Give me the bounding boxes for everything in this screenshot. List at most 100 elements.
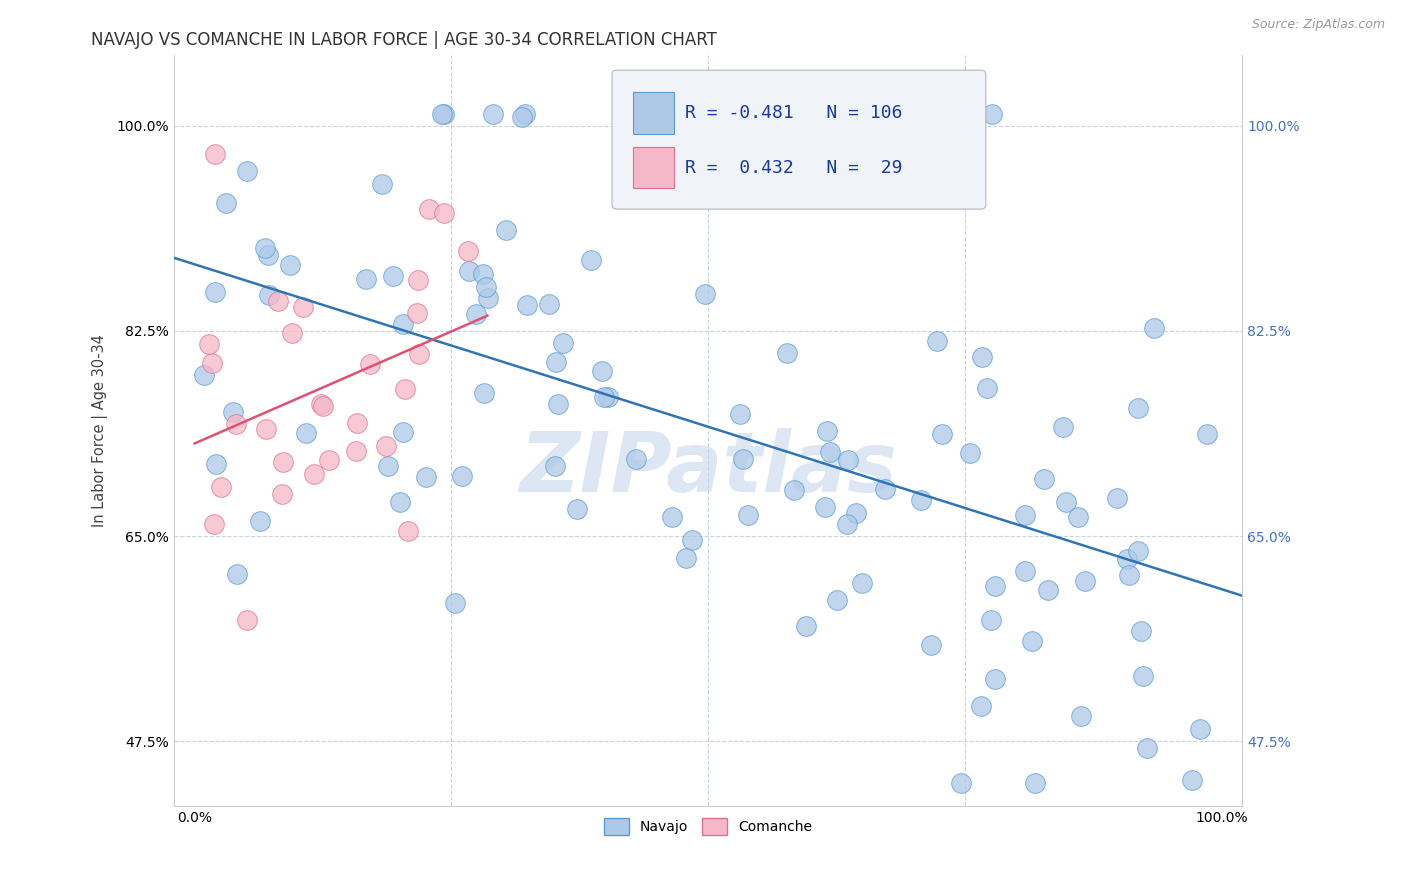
Point bbox=[374, 438, 396, 452]
Point bbox=[344, 444, 367, 458]
Point bbox=[537, 296, 560, 310]
Point bbox=[193, 368, 215, 383]
Point bbox=[1130, 624, 1153, 639]
Point bbox=[278, 258, 301, 272]
Point bbox=[579, 252, 602, 267]
Point bbox=[756, 107, 779, 121]
Point bbox=[236, 613, 259, 627]
Point bbox=[814, 500, 837, 514]
Point bbox=[370, 177, 392, 191]
Point bbox=[204, 147, 226, 161]
Text: ZIPatlas: ZIPatlas bbox=[519, 427, 897, 508]
Point bbox=[728, 407, 751, 421]
Point bbox=[415, 470, 437, 484]
Point bbox=[202, 517, 225, 532]
Point bbox=[1189, 722, 1212, 736]
FancyBboxPatch shape bbox=[633, 147, 673, 188]
Point bbox=[681, 533, 703, 548]
Point bbox=[253, 241, 276, 255]
Point bbox=[782, 483, 804, 497]
Point bbox=[949, 775, 972, 789]
Point bbox=[215, 196, 238, 211]
Point bbox=[1116, 551, 1139, 566]
Point bbox=[309, 397, 332, 411]
Point bbox=[396, 524, 419, 538]
Point bbox=[222, 404, 245, 418]
Point bbox=[825, 593, 848, 607]
Point bbox=[837, 516, 859, 531]
Point bbox=[931, 426, 953, 441]
Point bbox=[592, 390, 614, 404]
Point bbox=[1143, 320, 1166, 334]
Point bbox=[204, 285, 226, 299]
Point bbox=[451, 468, 474, 483]
Point bbox=[465, 307, 488, 321]
Point bbox=[980, 613, 1002, 627]
Point bbox=[1014, 564, 1036, 578]
Point bbox=[976, 381, 998, 395]
Point bbox=[546, 354, 568, 368]
Point bbox=[959, 446, 981, 460]
Point bbox=[346, 416, 368, 430]
Point bbox=[257, 248, 280, 262]
Point bbox=[981, 107, 1004, 121]
Point bbox=[198, 336, 221, 351]
Point bbox=[225, 567, 247, 582]
Point bbox=[591, 364, 613, 378]
Point bbox=[209, 479, 232, 493]
Point bbox=[544, 459, 567, 474]
Point bbox=[794, 619, 817, 633]
Point bbox=[377, 458, 399, 473]
Point bbox=[1074, 574, 1097, 588]
Point bbox=[510, 111, 533, 125]
Text: R =  0.432   N =  29: R = 0.432 N = 29 bbox=[685, 159, 903, 177]
Point bbox=[845, 506, 868, 520]
Point bbox=[1032, 472, 1054, 486]
Text: Source: ZipAtlas.com: Source: ZipAtlas.com bbox=[1251, 18, 1385, 31]
Point bbox=[392, 318, 415, 332]
Point bbox=[433, 206, 456, 220]
Point bbox=[406, 306, 429, 320]
Point bbox=[433, 107, 456, 121]
Point bbox=[1021, 634, 1043, 648]
Point bbox=[295, 426, 318, 441]
Point bbox=[359, 358, 381, 372]
Point bbox=[418, 202, 440, 216]
Point bbox=[775, 345, 797, 359]
Point bbox=[312, 399, 335, 413]
Point bbox=[392, 425, 415, 440]
Point bbox=[201, 356, 224, 370]
Point bbox=[815, 425, 838, 439]
FancyBboxPatch shape bbox=[633, 92, 673, 134]
Point bbox=[292, 300, 315, 314]
Point bbox=[567, 502, 589, 516]
Point bbox=[693, 287, 716, 301]
Point bbox=[267, 294, 290, 309]
Y-axis label: In Labor Force | Age 30-34: In Labor Force | Age 30-34 bbox=[93, 334, 108, 527]
Point bbox=[1067, 510, 1090, 524]
Point bbox=[1052, 420, 1074, 434]
Point bbox=[444, 596, 467, 610]
Point bbox=[688, 180, 710, 194]
Point bbox=[204, 457, 226, 471]
Point bbox=[927, 334, 949, 348]
Point bbox=[547, 397, 569, 411]
Point bbox=[1195, 427, 1218, 442]
Point bbox=[318, 453, 340, 467]
Point bbox=[1132, 669, 1154, 683]
Point bbox=[432, 107, 454, 121]
Point bbox=[225, 417, 247, 431]
Point bbox=[624, 156, 647, 170]
Point bbox=[270, 487, 292, 501]
Point bbox=[495, 223, 517, 237]
Point bbox=[472, 267, 495, 281]
Point bbox=[970, 699, 993, 714]
Point bbox=[394, 382, 416, 396]
Point bbox=[408, 273, 430, 287]
Point bbox=[382, 269, 405, 284]
Point bbox=[875, 483, 897, 497]
Point bbox=[516, 298, 538, 312]
Point bbox=[281, 326, 304, 341]
Point bbox=[1024, 775, 1046, 789]
Point bbox=[793, 135, 815, 149]
